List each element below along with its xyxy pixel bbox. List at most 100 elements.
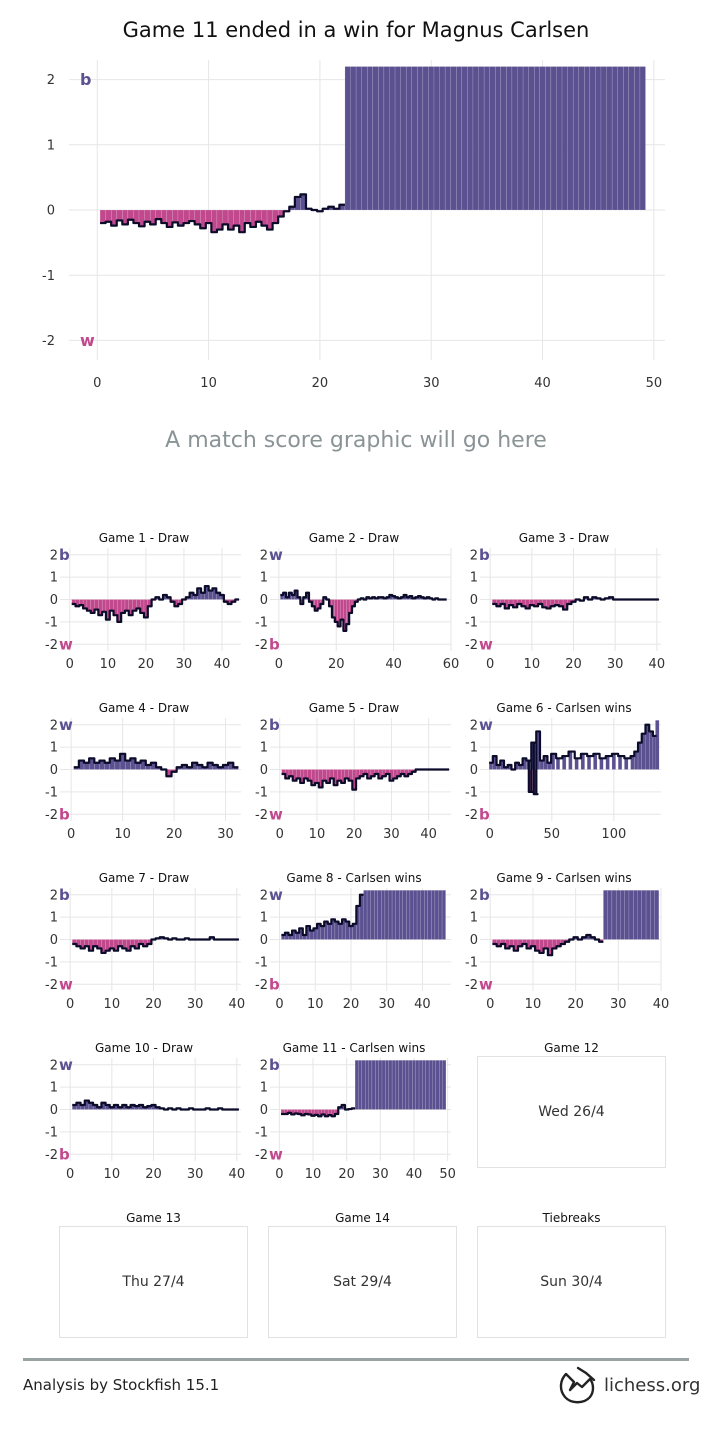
game-panel-title: Game 2 - Draw xyxy=(308,531,400,545)
eval-bar xyxy=(322,769,327,781)
game-14-date: Sat 29/4 xyxy=(333,1274,392,1290)
eval-bar xyxy=(366,890,371,940)
eval-bar xyxy=(416,890,421,940)
eval-line xyxy=(492,933,604,957)
eval-bar xyxy=(624,890,630,940)
eval-bar xyxy=(620,890,625,940)
eval-bar xyxy=(528,66,535,211)
side-label-bottom: b xyxy=(59,1146,70,1164)
eval-bar xyxy=(208,590,213,600)
x-tick-label: 0 xyxy=(276,827,284,840)
eval-bar xyxy=(344,66,351,211)
side-label-bottom: w xyxy=(479,636,493,654)
eval-bar xyxy=(533,66,540,211)
eval-bar xyxy=(405,66,412,211)
eval-bar xyxy=(374,890,378,940)
x-tick-label: 10 xyxy=(100,657,117,670)
game-evaluation-chart: 0 20 40 60 2 1 0 -1 -2 w b xyxy=(255,546,459,670)
eval-bar xyxy=(611,890,617,940)
y-tick-label: 1 xyxy=(260,571,268,586)
y-tick-label: -1 xyxy=(255,955,268,970)
eval-bar xyxy=(428,66,435,211)
eval-bar xyxy=(500,66,507,211)
eval-bar xyxy=(127,209,134,220)
eval-bar xyxy=(578,66,585,211)
eval-bar xyxy=(395,1060,400,1110)
eval-bar xyxy=(511,66,518,211)
eval-bar xyxy=(586,755,592,770)
eval-bar xyxy=(385,1060,389,1110)
x-tick-label: 40 xyxy=(229,997,246,1010)
y-tick-label: 2 xyxy=(470,548,478,563)
y-tick-label: -1 xyxy=(465,955,478,970)
eval-bar xyxy=(358,1060,363,1110)
eval-bar xyxy=(600,66,607,211)
eval-bar xyxy=(655,720,660,770)
side-label-bottom: b xyxy=(269,636,280,654)
x-tick-label: 0 xyxy=(275,997,283,1010)
eval-bar xyxy=(555,758,561,770)
eval-line xyxy=(281,768,450,791)
x-tick-label: 0 xyxy=(66,997,74,1010)
side-label-top: b xyxy=(479,546,490,564)
eval-bar xyxy=(309,930,314,940)
x-tick-label: 0 xyxy=(93,376,101,390)
eval-bar xyxy=(645,890,651,940)
eval-bar xyxy=(105,209,112,222)
y-tick-label: 0 xyxy=(470,593,478,608)
y-tick-label: 1 xyxy=(260,911,268,926)
x-tick-label: 40 xyxy=(534,376,551,390)
eval-bar xyxy=(567,66,574,211)
game-panel-title: Game 9 - Carlsen wins xyxy=(496,871,632,885)
game-panel-title: Game 4 - Draw xyxy=(98,701,190,715)
game-panel: Game 5 - Draw 0 10 20 30 40 2 1 0 -1 -2 b w xyxy=(238,690,470,840)
eval-bar xyxy=(395,890,400,940)
side-label-top: b xyxy=(269,716,280,734)
eval-bar xyxy=(599,758,604,770)
eval-bar xyxy=(109,939,115,949)
eval-bar xyxy=(389,66,396,211)
eval-bar xyxy=(607,890,613,940)
eval-bar xyxy=(378,66,385,211)
y-tick-label: 1 xyxy=(260,741,268,756)
x-tick-label: 0 xyxy=(275,657,283,670)
x-tick-label: 20 xyxy=(567,997,584,1010)
eval-bar xyxy=(574,758,579,770)
eval-bar xyxy=(116,209,123,221)
eval-bar xyxy=(461,66,468,211)
eval-bar xyxy=(188,209,195,222)
y-tick-label: 0 xyxy=(50,763,58,778)
eval-bar xyxy=(402,890,407,940)
eval-bar xyxy=(442,1060,447,1110)
x-tick-label: 0 xyxy=(486,657,494,670)
game-13-box: Thu 27/4 xyxy=(59,1226,248,1338)
x-tick-label: 100 xyxy=(601,827,626,840)
lichess-brand: lichess.org xyxy=(604,1375,701,1396)
side-label-top: w xyxy=(59,716,73,734)
y-tick-label: -2 xyxy=(465,808,478,823)
game-12-date: Wed 26/4 xyxy=(538,1104,605,1120)
eval-bar xyxy=(370,890,375,940)
footer-divider xyxy=(23,1358,689,1361)
y-tick-label: 0 xyxy=(50,593,58,608)
x-tick-label: 20 xyxy=(343,997,360,1010)
y-tick-label: -1 xyxy=(45,955,58,970)
x-tick-label: 20 xyxy=(145,997,162,1010)
x-tick-label: 50 xyxy=(646,376,663,390)
eval-bar xyxy=(433,66,440,211)
y-tick-label: -2 xyxy=(45,978,58,993)
game-panel-title: Game 8 - Carlsen wins xyxy=(286,871,422,885)
eval-bar xyxy=(388,890,393,940)
y-tick-label: 2 xyxy=(260,718,268,733)
side-label-bottom: w xyxy=(59,636,73,654)
side-label-top: b xyxy=(269,1056,280,1074)
y-tick-label: 2 xyxy=(50,718,58,733)
game-panel: Game 11 - Carlsen wins 0 10 20 30 40 50 2 1 0 -1 -2… xyxy=(238,1030,470,1180)
x-tick-label: 30 xyxy=(610,997,627,1010)
y-tick-label: -1 xyxy=(255,785,268,800)
y-tick-label: 0 xyxy=(470,933,478,948)
eval-bar xyxy=(431,890,436,940)
eval-bar xyxy=(417,66,424,211)
x-tick-label: 40 xyxy=(406,1167,423,1180)
